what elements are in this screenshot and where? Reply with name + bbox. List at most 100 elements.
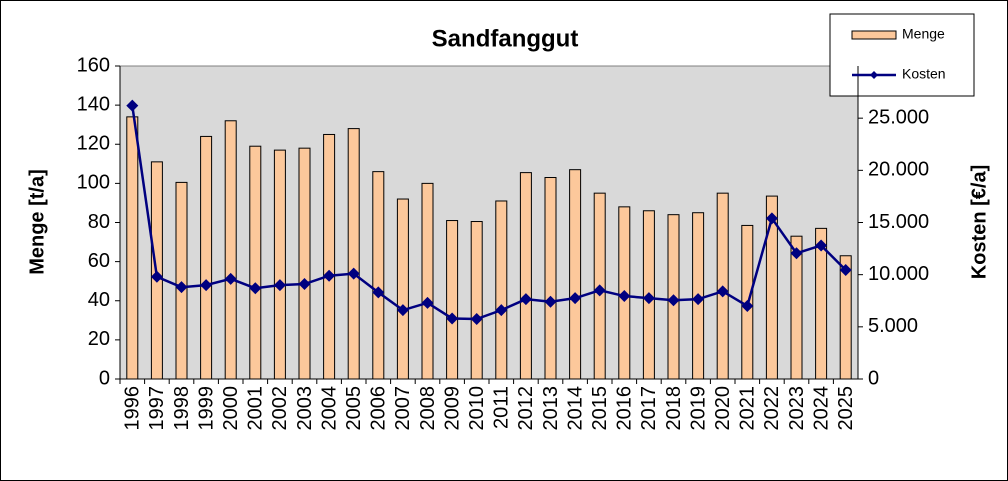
y2-axis-title: Kosten [€/a] xyxy=(968,165,990,279)
x-tick-label: 2010 xyxy=(466,386,488,431)
plot-area xyxy=(119,65,859,380)
bar xyxy=(815,227,828,380)
marker xyxy=(200,279,213,292)
bar xyxy=(298,147,311,380)
bar xyxy=(323,133,336,380)
marker xyxy=(470,313,483,326)
marker xyxy=(519,293,532,306)
legend-swatch xyxy=(870,71,878,79)
marker xyxy=(175,281,188,294)
x-tick-label: 2021 xyxy=(737,386,759,431)
marker xyxy=(495,304,508,317)
legend xyxy=(829,13,975,97)
x-tick-label: 2009 xyxy=(441,386,463,431)
bar xyxy=(765,195,778,380)
marker xyxy=(569,292,582,305)
y-tick-label: 20 xyxy=(88,328,110,350)
x-tick-label: 2006 xyxy=(368,386,390,431)
marker xyxy=(421,296,434,309)
bar xyxy=(569,169,582,380)
x-tick-label: 2014 xyxy=(564,386,586,431)
marker xyxy=(126,99,139,112)
bar xyxy=(126,116,139,380)
marker xyxy=(692,293,705,306)
legend-label: Menge xyxy=(902,26,945,42)
x-tick-label: 2016 xyxy=(614,386,636,431)
x-tick-label: 2018 xyxy=(663,386,685,431)
y-tick-label: 60 xyxy=(88,250,110,272)
bar xyxy=(790,235,803,380)
x-tick-label: 1999 xyxy=(195,386,217,431)
x-tick-label: 2024 xyxy=(810,386,832,431)
y-tick-label: 100 xyxy=(77,172,110,194)
x-tick-label: 1997 xyxy=(146,386,168,431)
bar xyxy=(200,135,213,380)
y-tick-label: 160 xyxy=(77,54,110,76)
x-tick-label: 2015 xyxy=(589,386,611,431)
y-tick-label: 80 xyxy=(88,211,110,233)
marker xyxy=(273,279,286,292)
y2-tick-label: 15.000 xyxy=(868,211,929,233)
y2-tick-label: 25.000 xyxy=(868,106,929,128)
y2-tick-label: 20.000 xyxy=(868,159,929,181)
marker xyxy=(716,285,729,298)
y-tick-label: 120 xyxy=(77,133,110,155)
y2-tick-label: 5.000 xyxy=(868,315,918,337)
x-tick-label: 2013 xyxy=(540,386,562,431)
bar xyxy=(495,200,508,380)
x-tick-label: 1998 xyxy=(171,386,193,431)
legend-label: Kosten xyxy=(902,66,946,82)
x-tick-label: 2004 xyxy=(318,386,340,431)
marker xyxy=(618,290,631,303)
marker xyxy=(642,292,655,305)
marker xyxy=(298,278,311,291)
x-tick-label: 2019 xyxy=(687,386,709,431)
x-tick-label: 2000 xyxy=(220,386,242,431)
bar xyxy=(519,172,532,380)
x-tick-label: 2023 xyxy=(786,386,808,431)
marker xyxy=(224,272,237,285)
marker xyxy=(815,239,828,252)
marker xyxy=(667,294,680,307)
y-tick-label: 0 xyxy=(99,367,110,389)
marker xyxy=(347,267,360,280)
y2-tick-label: 0 xyxy=(868,367,879,389)
bar xyxy=(224,120,237,380)
legend-swatch xyxy=(851,30,897,40)
marker xyxy=(593,284,606,297)
x-tick-label: 2001 xyxy=(245,386,267,431)
marker xyxy=(249,282,262,295)
x-tick-label: 2002 xyxy=(269,386,291,431)
x-tick-label: 2025 xyxy=(835,386,857,431)
bar xyxy=(249,145,262,380)
marker xyxy=(790,247,803,260)
marker xyxy=(396,304,409,317)
bar xyxy=(347,128,360,380)
bar xyxy=(544,177,557,380)
y-axis-title: Menge [t/a] xyxy=(26,169,48,275)
y-tick-label: 140 xyxy=(77,93,110,115)
x-tick-label: 1996 xyxy=(122,386,144,431)
marker xyxy=(372,286,385,299)
x-tick-label: 2017 xyxy=(638,386,660,431)
bar xyxy=(372,171,385,380)
bar xyxy=(446,220,459,380)
x-tick-label: 2005 xyxy=(343,386,365,431)
x-tick-label: 2011 xyxy=(491,386,513,429)
x-tick-label: 2003 xyxy=(294,386,316,431)
x-tick-label: 2022 xyxy=(761,386,783,431)
marker xyxy=(323,269,336,282)
bar xyxy=(421,182,434,380)
marker xyxy=(544,295,557,308)
y-tick-label: 40 xyxy=(88,289,110,311)
x-tick-label: 2020 xyxy=(712,386,734,431)
marker xyxy=(839,263,852,276)
x-tick-label: 2008 xyxy=(417,386,439,431)
bar xyxy=(839,255,852,380)
bar xyxy=(175,181,188,380)
bar xyxy=(273,149,286,380)
marker xyxy=(446,312,459,325)
x-tick-label: 2007 xyxy=(392,386,414,431)
marker xyxy=(765,212,778,225)
